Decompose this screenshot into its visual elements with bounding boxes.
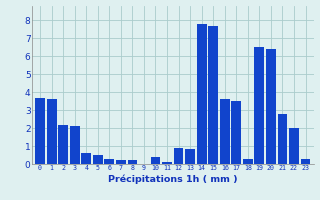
Bar (127, 160, 137, 164)
Bar (47, 99, 57, 164)
Bar (162, 162, 172, 164)
Bar (243, 159, 253, 164)
X-axis label: Précipitations 1h ( mm ): Précipitations 1h ( mm ) (108, 174, 238, 184)
Bar (104, 159, 114, 164)
Bar (254, 47, 264, 164)
Bar (197, 24, 206, 164)
Bar (93, 155, 103, 164)
Bar (266, 49, 276, 164)
Bar (185, 149, 195, 164)
Bar (58, 124, 68, 164)
Bar (300, 159, 310, 164)
Bar (277, 114, 287, 164)
Bar (220, 99, 230, 164)
Bar (116, 160, 126, 164)
Bar (289, 128, 299, 164)
Bar (70, 126, 80, 164)
Bar (35, 98, 45, 164)
Bar (174, 148, 183, 164)
Bar (208, 26, 218, 164)
Bar (81, 153, 91, 164)
Bar (231, 101, 241, 164)
Bar (151, 157, 160, 164)
